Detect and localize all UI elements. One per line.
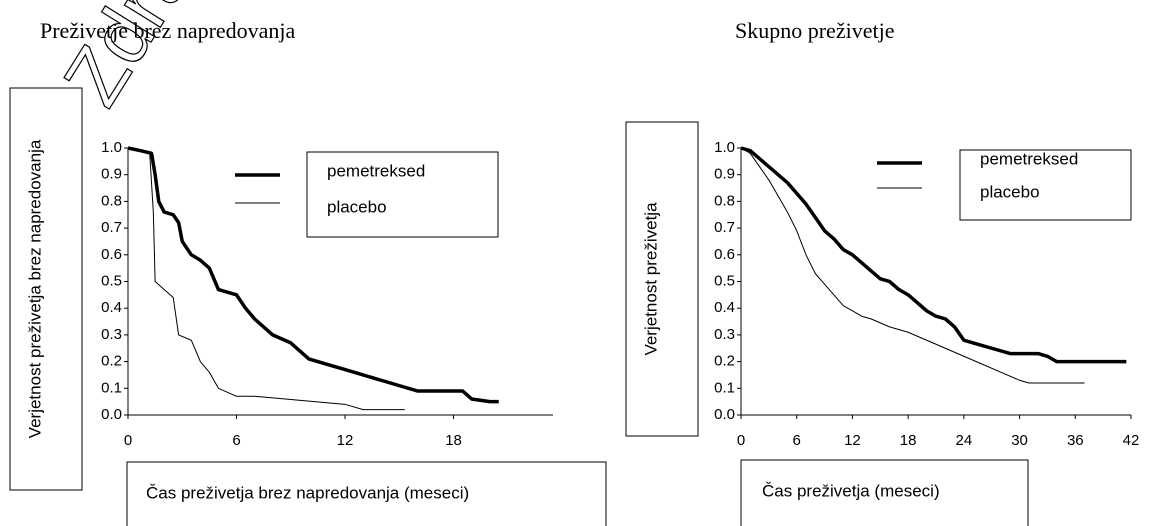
y-tick-label: 0.9 — [714, 166, 735, 183]
x-axis-label: Čas preživetja brez napredovanja (meseci… — [146, 483, 469, 502]
survival-curve — [127, 147, 405, 411]
survival-curve — [740, 146, 1127, 364]
survival-curve — [127, 146, 499, 404]
x-tick-label: 6 — [793, 432, 801, 449]
x-tick-label: 36 — [1067, 432, 1084, 449]
x-tick-label: 24 — [956, 432, 973, 449]
y-tick-label: 0.7 — [714, 219, 735, 236]
y-tick-label: 0.1 — [101, 379, 122, 396]
x-label-box — [126, 461, 607, 526]
y-tick-label: 0.4 — [714, 299, 735, 316]
x-tick-label: 6 — [232, 432, 240, 449]
y-axis-label: Verjetnost preživetja — [641, 202, 660, 356]
x-tick-label: 18 — [900, 432, 917, 449]
chart-title: Skupno preživetje — [735, 18, 894, 43]
y-tick-label: 1.0 — [714, 139, 735, 156]
y-tick-label: 0.0 — [101, 406, 122, 423]
x-tick-label: 30 — [1011, 432, 1028, 449]
x-tick-label: 0 — [737, 432, 745, 449]
x-tick-label: 12 — [844, 432, 861, 449]
y-tick-label: 0.5 — [714, 272, 735, 289]
survival-curve — [740, 147, 1085, 384]
x-tick-label: 12 — [337, 432, 354, 449]
legend-label: pemetreksed — [327, 161, 425, 180]
y-tick-label: 0.2 — [714, 353, 735, 370]
x-tick-label: 18 — [445, 432, 462, 449]
y-tick-label: 0.0 — [714, 406, 735, 423]
y-label-box — [625, 121, 699, 437]
y-tick-label: 0.8 — [714, 192, 735, 209]
legend-label: placebo — [980, 182, 1040, 201]
legend-label: pemetreksed — [980, 149, 1078, 168]
x-axis-label: Čas preživetja (meseci) — [762, 481, 940, 500]
y-tick-label: 0.7 — [101, 219, 122, 236]
y-tick-label: 0.6 — [101, 246, 122, 263]
y-tick-label: 0.3 — [714, 326, 735, 343]
chart-title: Preživetje brez napredovanja — [40, 18, 296, 43]
x-label-box — [740, 459, 1029, 526]
y-tick-label: 0.4 — [101, 299, 122, 316]
y-tick-label: 0.3 — [101, 326, 122, 343]
y-tick-label: 0.5 — [101, 272, 122, 289]
legend-label: placebo — [327, 197, 387, 216]
y-tick-label: 0.2 — [101, 353, 122, 370]
y-tick-label: 0.6 — [714, 246, 735, 263]
x-tick-label: 42 — [1123, 432, 1140, 449]
y-tick-label: 0.8 — [101, 192, 122, 209]
legend-box — [306, 151, 499, 238]
y-axis-label: Verjetnost preživetja brez napredovanja — [25, 139, 44, 438]
y-tick-label: 0.9 — [101, 166, 122, 183]
y-tick-label: 0.1 — [714, 379, 735, 396]
x-tick-label: 0 — [124, 432, 132, 449]
legend-box — [959, 149, 1132, 221]
y-label-box — [9, 87, 83, 491]
y-tick-label: 1.0 — [101, 139, 122, 156]
